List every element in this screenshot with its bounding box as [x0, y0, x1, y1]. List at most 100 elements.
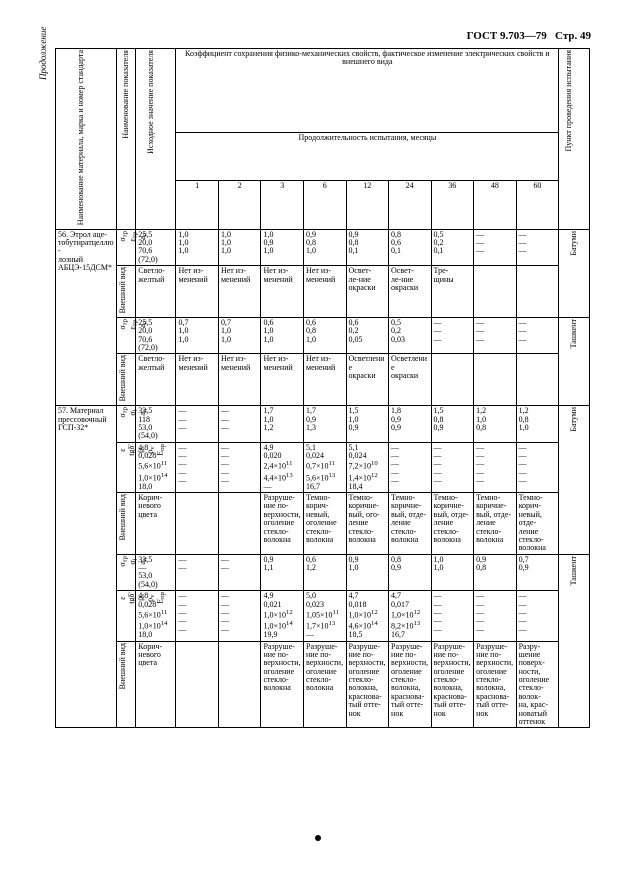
value-cell: ————— — [218, 442, 261, 492]
value-cell: Разруше-ние по-верхности,оголениестекло-… — [304, 641, 347, 728]
col-month: 60 — [516, 181, 559, 229]
initial-cell: Светло-желтый — [136, 266, 176, 318]
col-duration: Продолжительность испытания, месяцы — [176, 132, 559, 180]
value-cell: Разруше-ние по-верхности,оголениестекло-… — [261, 641, 304, 728]
value-cell: Нет из-менений — [261, 354, 304, 406]
value-cell: ————— — [474, 442, 517, 492]
value-cell: ————— — [431, 591, 474, 641]
value-cell: ————— — [516, 442, 559, 492]
col-change-header: Коэффициент сохранения физико-механическ… — [176, 49, 559, 133]
material-cell: 56. Этрол аце-тобутиратцеллю-лозныйАБЦЭ-… — [56, 229, 117, 406]
value-cell: Нет из-менений — [218, 266, 261, 318]
value-cell: ————— — [516, 591, 559, 641]
value-cell — [176, 492, 219, 554]
value-cell: ——— — [474, 317, 517, 354]
value-cell: Нет из-менений — [176, 354, 219, 406]
value-cell: 1,80,90,9 — [389, 406, 432, 443]
value-cell: Темно-корич-невый,отде-лениестекло-волок… — [516, 492, 559, 554]
value-cell: ——— — [516, 229, 559, 266]
value-cell: 1,21,00,8 — [474, 406, 517, 443]
value-cell: 0,80,9 — [389, 554, 432, 591]
value-cell: 4,90,0202,4×10114,4×1013— — [261, 442, 304, 492]
value-cell: 1,00,91,0 — [261, 229, 304, 266]
value-cell: Разруше-ние по-верхности,оголениестекло-… — [431, 641, 474, 728]
value-cell: Нет из-менений — [304, 266, 347, 318]
value-cell — [516, 354, 559, 406]
value-cell: Нет из-менений — [176, 266, 219, 318]
value-cell: 1,01,01,0 — [218, 229, 261, 266]
value-cell — [474, 354, 517, 406]
value-cell — [218, 492, 261, 554]
page-header: ГОСТ 9.703—79 Стр. 49 — [55, 30, 601, 42]
col-month: 48 — [474, 181, 517, 229]
doc-ref: ГОСТ 9.703—79 — [467, 30, 547, 42]
value-cell: Разру-шениеповерх-ности,оголениестекло-в… — [516, 641, 559, 728]
value-cell: Осветлениеокраски — [389, 354, 432, 406]
value-cell: 0,60,20,05 — [346, 317, 389, 354]
value-cell: 1,50,80,9 — [431, 406, 474, 443]
value-cell — [474, 266, 517, 318]
value-cell: Освет-ле-ниеокраски — [389, 266, 432, 318]
value-cell: 0,70,9 — [516, 554, 559, 591]
value-cell: 1,70,91,3 — [304, 406, 347, 443]
value-cell — [218, 641, 261, 728]
value-cell — [431, 354, 474, 406]
indicator-cell: Внешний вид — [117, 354, 136, 406]
value-cell: 0,61,2 — [304, 554, 347, 591]
value-cell: ——— — [474, 229, 517, 266]
value-cell: —— — [176, 554, 219, 591]
value-cell: Нет из-менений — [261, 266, 304, 318]
indicator-cell: Внешний вид — [117, 266, 136, 318]
value-cell — [516, 266, 559, 318]
value-cell: —— — [218, 554, 261, 591]
col-month: 12 — [346, 181, 389, 229]
col-month: 2 — [218, 181, 261, 229]
col-site: Пункт проведения испытания — [565, 50, 583, 152]
col-initial: Исходное значение показателя — [147, 50, 165, 154]
site-cell: Батуми — [559, 229, 590, 317]
value-cell: 0,50,20,1 — [431, 229, 474, 266]
continuation-label: Продолжение — [38, 27, 48, 80]
value-cell: ————— — [176, 442, 219, 492]
value-cell: 0,71,01,0 — [176, 317, 219, 354]
value-cell: 5,00,0231,05×10111,7×1013— — [304, 591, 347, 641]
value-cell: 0,71,01,0 — [218, 317, 261, 354]
indicator-cell: σтрεтрan — [117, 229, 136, 266]
value-cell: ——— — [218, 406, 261, 443]
value-cell: Освет-ле-ниеокраски — [346, 266, 389, 318]
value-cell: 1,20,81,0 — [516, 406, 559, 443]
col-material: Наименование материала, марка и номер ст… — [77, 50, 95, 225]
value-cell: Темно-коричне-вый, ого-лениестекло-волок… — [346, 492, 389, 554]
value-cell: 5,10,0240,7×10115,6×101316,7 — [304, 442, 347, 492]
col-month: 24 — [389, 181, 432, 229]
value-cell: 0,90,81,0 — [304, 229, 347, 266]
value-cell: Осветлениеокраски — [346, 354, 389, 406]
value-cell: 0,80,60,1 — [389, 229, 432, 266]
value-cell: Разруше-ние по-верхности,оголениестекло-… — [261, 492, 304, 554]
value-cell: 1,51,00,9 — [346, 406, 389, 443]
value-cell: 0,60,81,0 — [304, 317, 347, 354]
indicator-cell: σтрσian — [117, 406, 136, 443]
indicator-cell: Внешний вид — [117, 492, 136, 554]
value-cell — [176, 641, 219, 728]
value-cell: Темно-коричне-вый, отде-лениестекло-воло… — [431, 492, 474, 554]
value-cell: Разруше-ние по-верхности,оголениестекло-… — [474, 641, 517, 728]
initial-cell: Светло-желтый — [136, 354, 176, 406]
value-cell: ————— — [474, 591, 517, 641]
value-cell: 1,01,01,0 — [176, 229, 219, 266]
value-cell: Темно-коричне-вый, отде-лениестекло-воло… — [474, 492, 517, 554]
value-cell: 4,90,0211,0×10121,0×101419,9 — [261, 591, 304, 641]
indicator-cell: εtgδ'ρsρvEпр — [117, 591, 136, 641]
site-cell: Ташкент — [559, 317, 590, 405]
col-indicator: Наименование показателя — [122, 50, 131, 139]
site-cell: Батуми — [559, 406, 590, 555]
value-cell: ————— — [176, 591, 219, 641]
page-ref: Стр. 49 — [555, 30, 591, 42]
value-cell: 4,70,0171,0×10128,2×101316,7 — [389, 591, 432, 641]
value-cell: Разруше-ние по-верхности,оголениестекло-… — [346, 641, 389, 728]
value-cell: ——— — [516, 317, 559, 354]
value-cell: Темно-корич-невый,оголениестекло-волокна — [304, 492, 347, 554]
value-cell: ————— — [431, 442, 474, 492]
value-cell: 1,01,0 — [431, 554, 474, 591]
col-month: 3 — [261, 181, 304, 229]
